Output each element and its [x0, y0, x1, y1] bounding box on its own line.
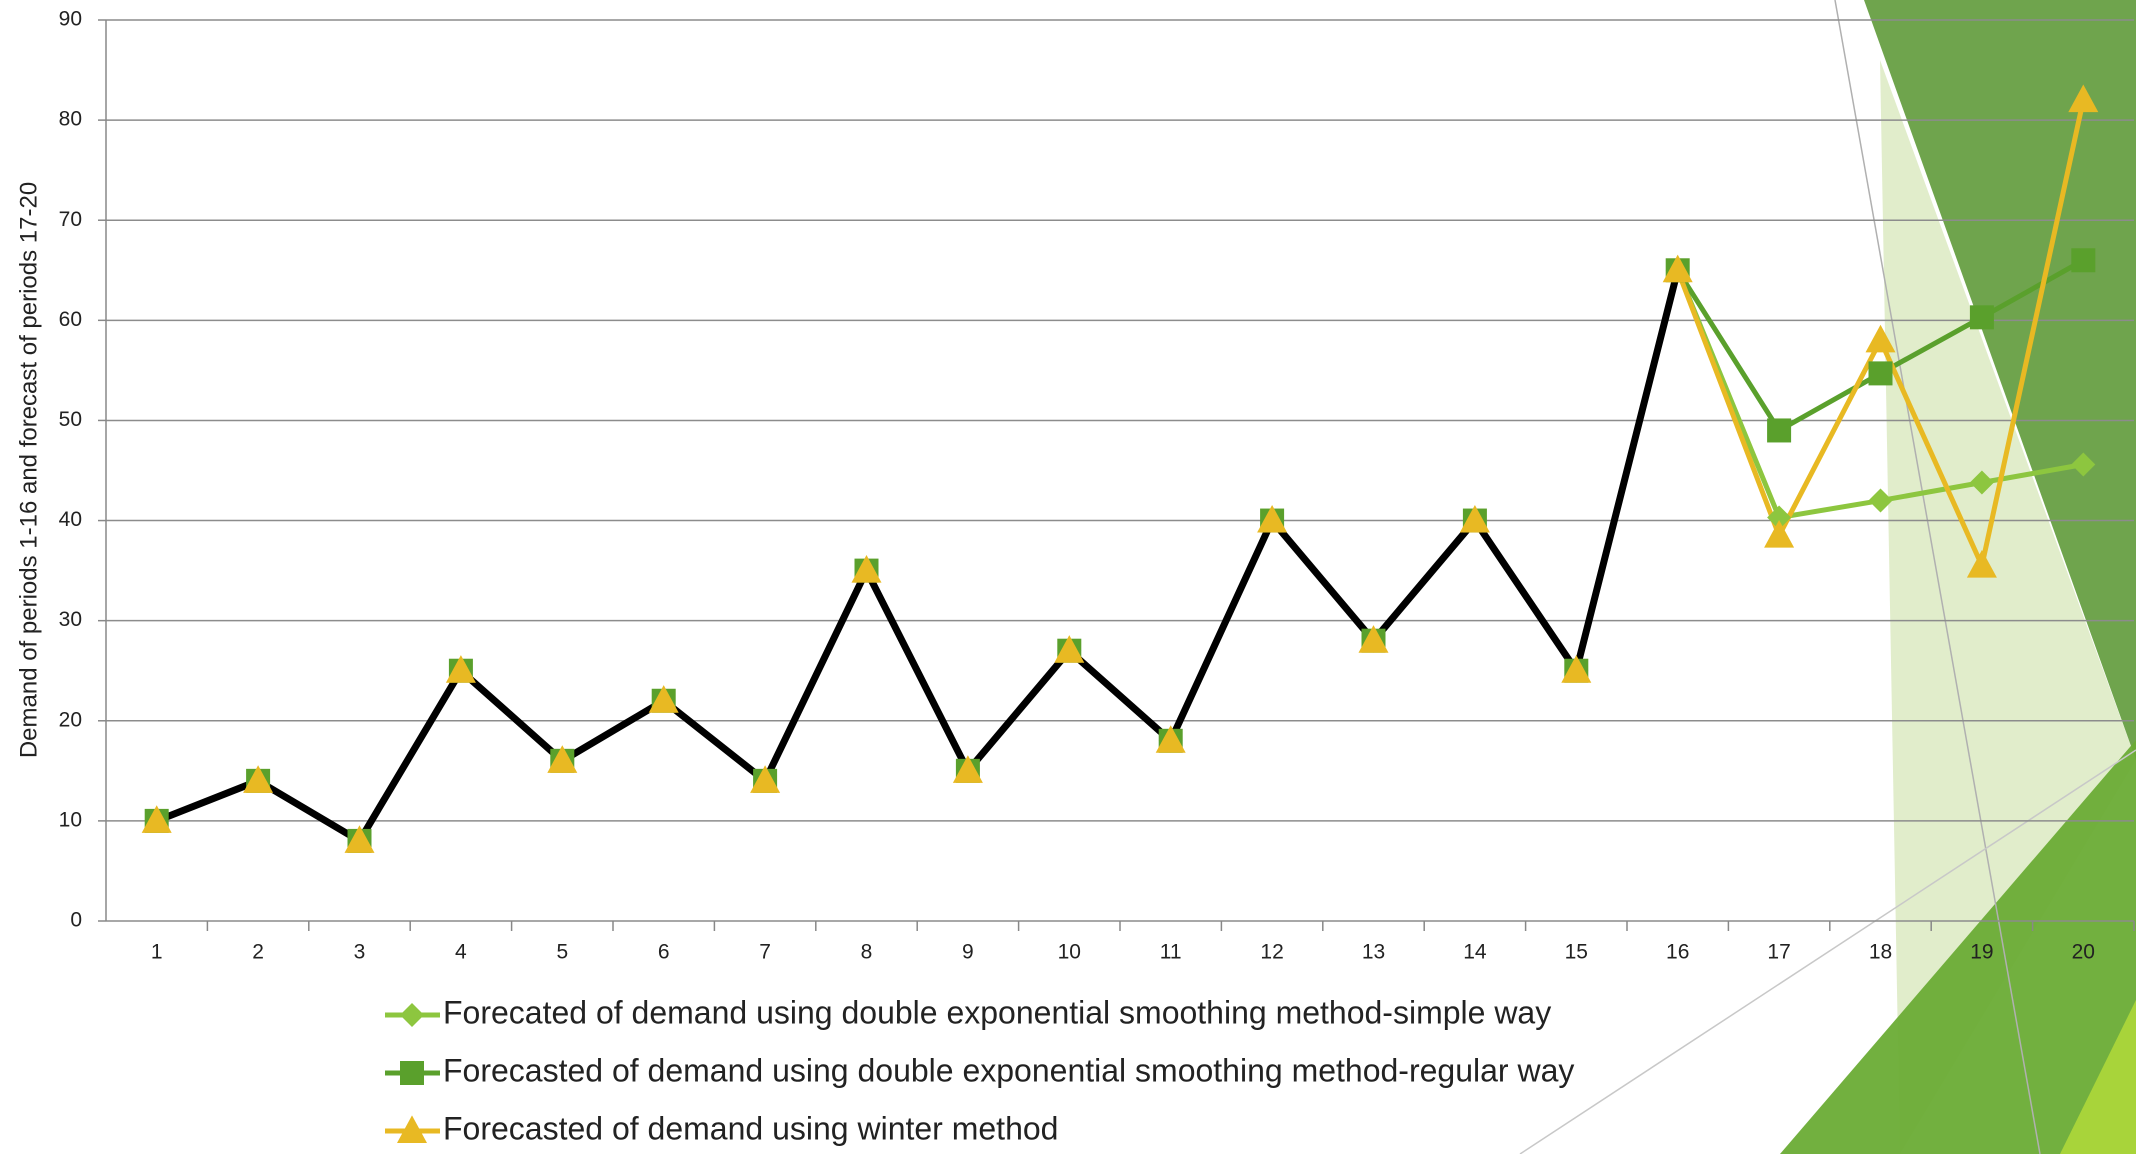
legend-label: Forecasted of demand using double expone…	[443, 1052, 1574, 1088]
x-tick-label: 13	[1362, 941, 1385, 964]
x-tick-label: 7	[759, 941, 771, 964]
marker	[1869, 361, 1893, 385]
series-line	[157, 100, 2084, 841]
y-tick-label: 90	[59, 8, 82, 31]
y-tick-label: 80	[59, 108, 82, 131]
y-tick-label: 60	[59, 308, 82, 331]
x-tick-label: 16	[1666, 941, 1689, 964]
y-tick-label: 30	[59, 608, 82, 631]
x-tick-label: 18	[1869, 941, 1892, 964]
page: {"chart_data": {"type": "line", "y_axis_…	[0, 0, 2136, 1154]
x-tick-label: 1	[151, 941, 163, 964]
series-line	[157, 270, 1678, 841]
x-tick-label: 11	[1160, 941, 1182, 964]
y-tick-label: 40	[59, 508, 82, 531]
chart: Demand of periods 1-16 and forecast of p…	[0, 0, 2136, 1154]
x-tick-label: 3	[354, 941, 366, 964]
x-tick-label: 20	[2072, 941, 2095, 964]
x-tick-label: 12	[1260, 941, 1283, 964]
x-tick-label: 15	[1565, 941, 1588, 964]
x-tick-label: 14	[1463, 941, 1487, 964]
decoration	[1520, 0, 2136, 1154]
y-tick-label: 50	[59, 408, 82, 431]
x-tick-label: 9	[962, 941, 974, 964]
marker	[1767, 418, 1791, 442]
x-tick-label: 2	[252, 941, 264, 964]
marker	[1764, 520, 1794, 548]
y-tick-label: 70	[59, 208, 82, 231]
y-axis-title: Demand of periods 1-16 and forecast of p…	[15, 182, 42, 758]
x-tick-label: 19	[1970, 941, 1993, 964]
marker	[2071, 248, 2095, 272]
legend-label: Forecated of demand using double exponen…	[443, 994, 1551, 1030]
y-tick-label: 20	[59, 708, 82, 731]
x-tick-label: 17	[1767, 941, 1790, 964]
legend-marker	[400, 1003, 424, 1027]
x-tick-label: 5	[556, 941, 568, 964]
x-tick-label: 6	[658, 941, 670, 964]
legend-label: Forecasted of demand using winter method	[443, 1110, 1058, 1146]
y-tick-label: 10	[59, 808, 82, 831]
x-tick-label: 4	[455, 941, 467, 964]
marker	[1970, 305, 1994, 329]
x-tick-label: 10	[1058, 941, 1081, 964]
x-tick-label: 8	[861, 941, 873, 964]
series-line	[157, 260, 2084, 841]
legend-marker	[400, 1061, 424, 1085]
y-tick-label: 0	[70, 909, 82, 932]
series-line	[157, 270, 2084, 841]
